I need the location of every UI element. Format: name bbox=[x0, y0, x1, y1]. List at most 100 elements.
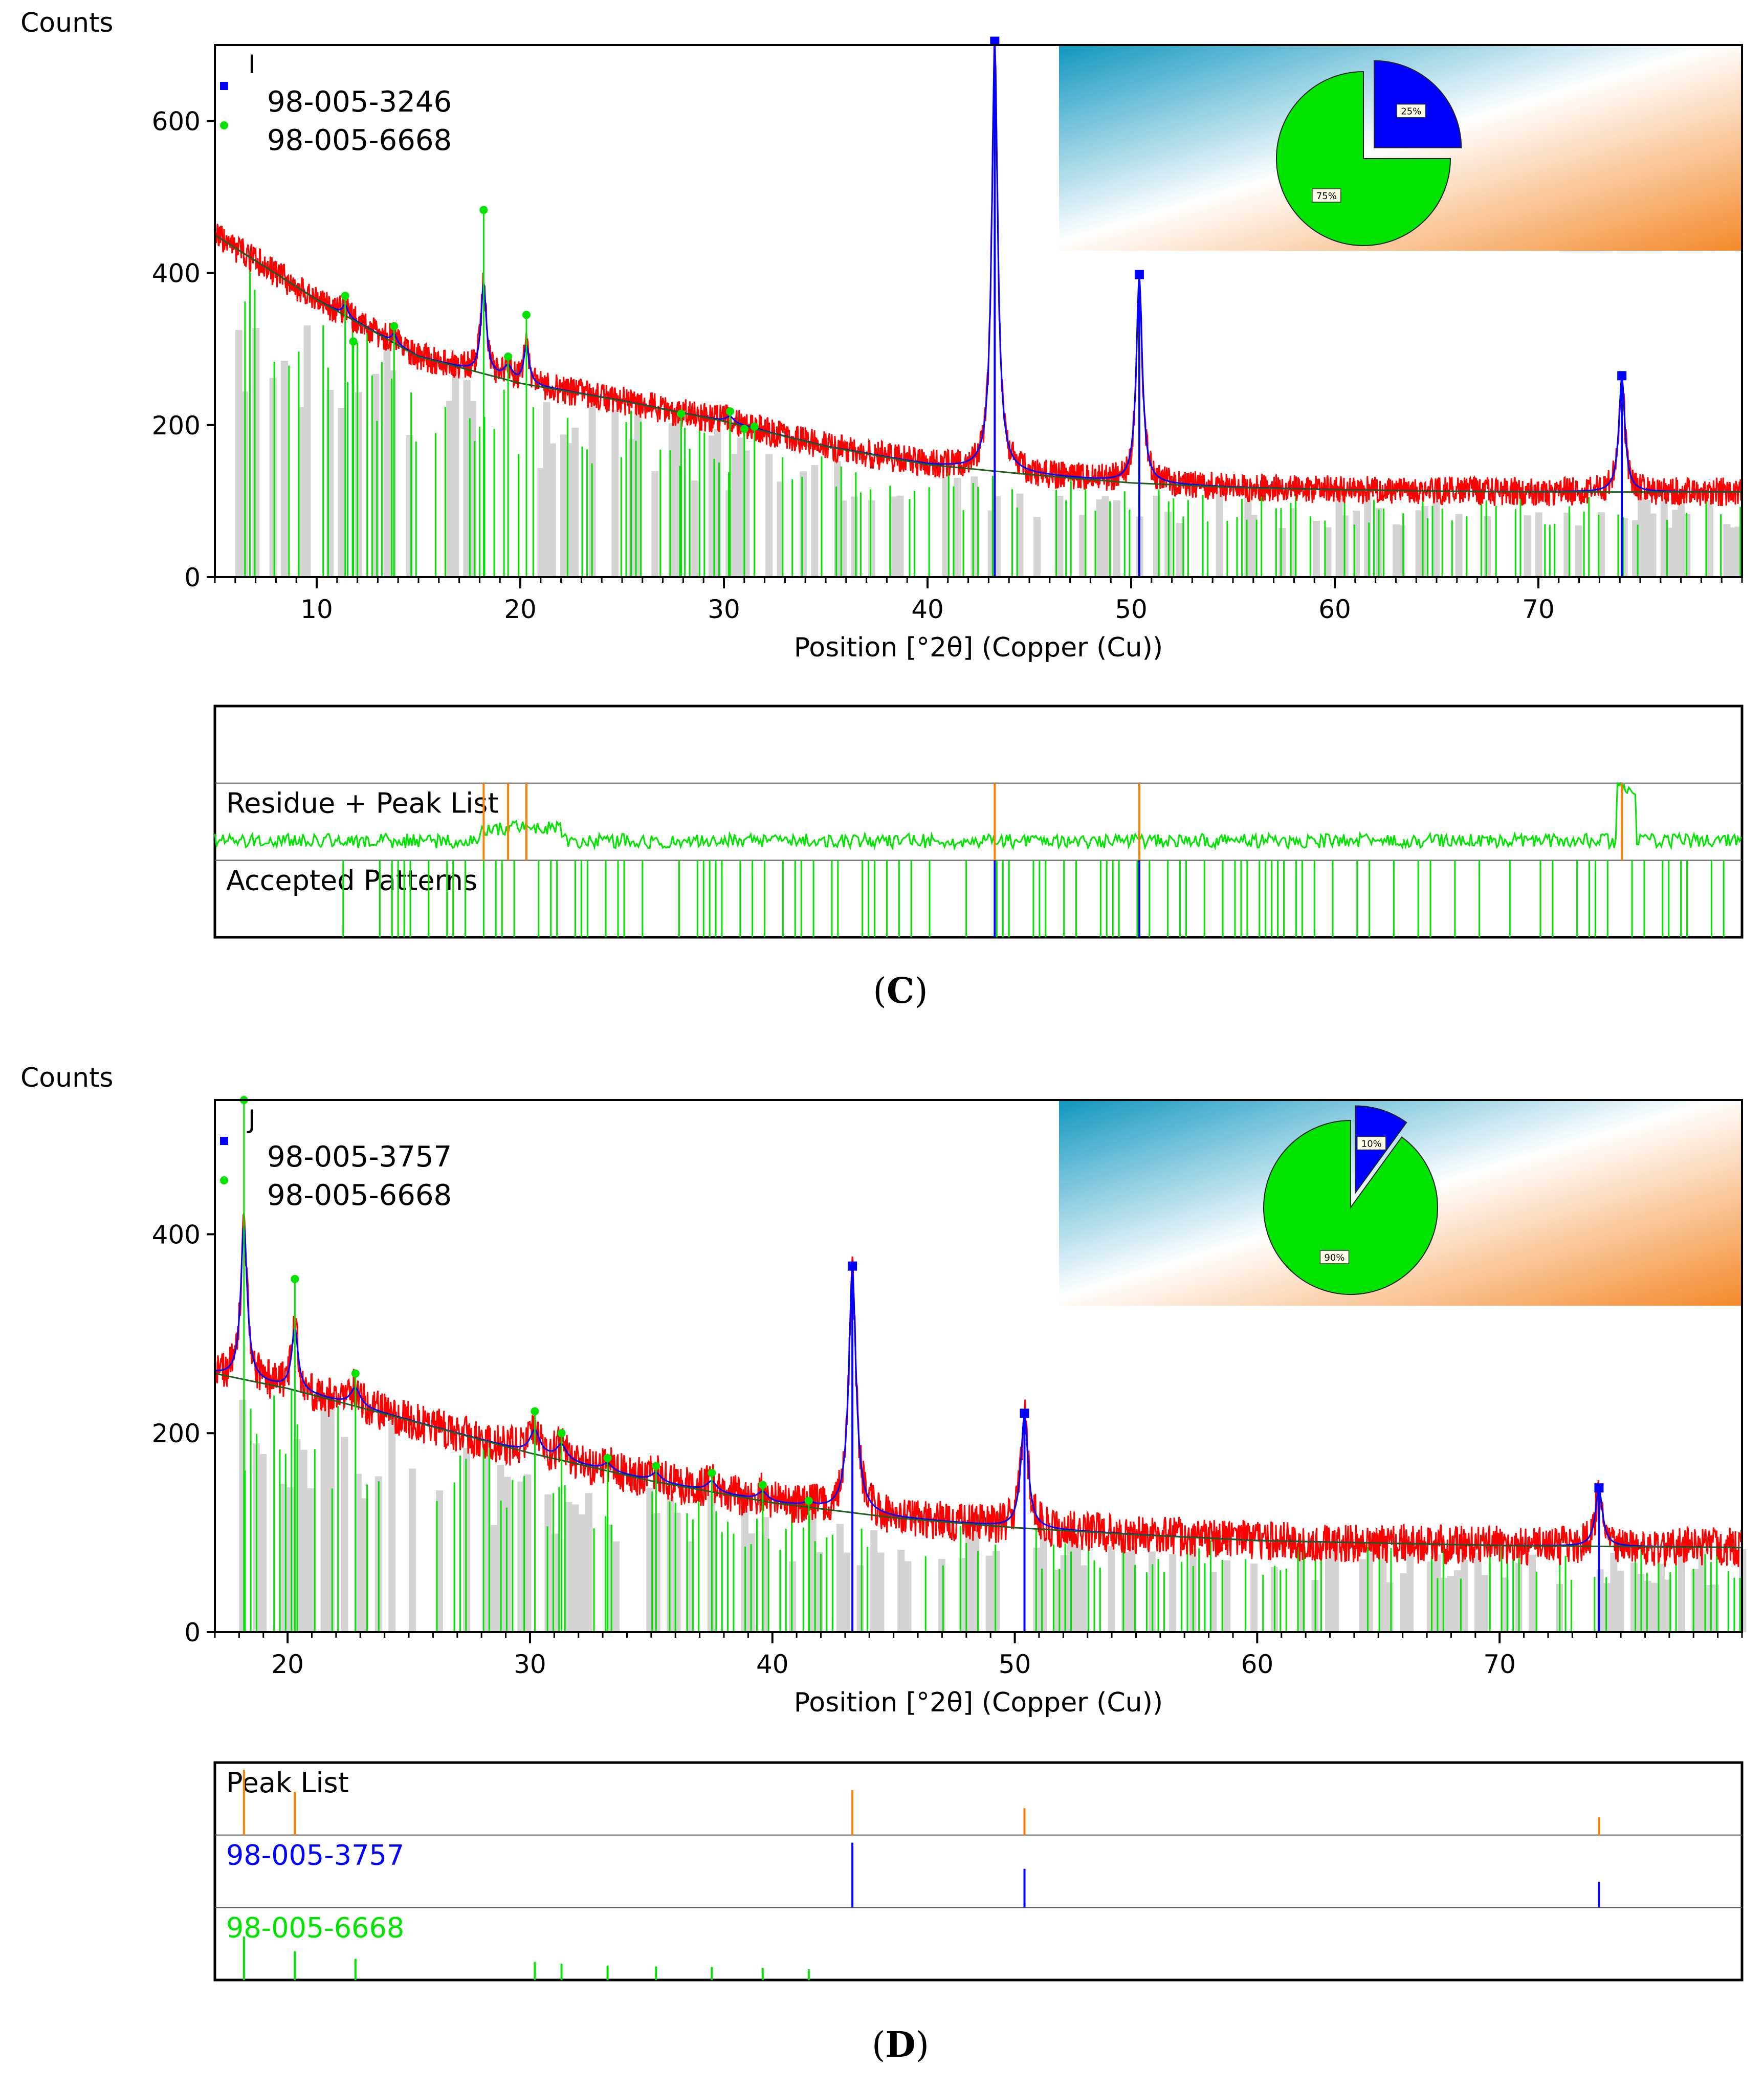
gray-reference-bar bbox=[896, 495, 904, 577]
residue-line bbox=[214, 781, 1742, 851]
gray-reference-bar bbox=[1729, 527, 1736, 577]
y-tick-label: 200 bbox=[152, 1419, 201, 1448]
panel-caption: (C) bbox=[873, 971, 928, 1011]
gray-reference-bar bbox=[1060, 1555, 1068, 1632]
gray-reference-bar bbox=[761, 1517, 769, 1632]
gray-reference-bar bbox=[320, 1405, 328, 1632]
gray-reference-bar bbox=[1461, 1560, 1468, 1632]
gray-reference-bar bbox=[1712, 1585, 1719, 1632]
ref2-peak-marker bbox=[349, 337, 358, 346]
gray-reference-bar bbox=[1723, 524, 1731, 577]
gray-reference-bar bbox=[327, 1400, 335, 1632]
observed-pattern-line bbox=[214, 40, 1743, 507]
y-tick-label: 200 bbox=[152, 411, 201, 441]
gray-reference-bar bbox=[1630, 1563, 1638, 1632]
gray-reference-bar bbox=[877, 1552, 885, 1632]
gray-reference-bar bbox=[1658, 1564, 1665, 1632]
gray-reference-bar bbox=[965, 1532, 973, 1632]
sample-label: J bbox=[247, 1105, 256, 1134]
gray-reference-bar bbox=[1108, 1546, 1115, 1632]
gray-reference-bar bbox=[1074, 1544, 1082, 1632]
gray-reference-bar bbox=[1447, 1576, 1454, 1632]
gray-reference-bar bbox=[1250, 515, 1258, 577]
x-axis-label: Position [°2θ] (Copper (Cu)) bbox=[794, 632, 1163, 663]
gray-reference-bar bbox=[942, 476, 950, 577]
ref1-peak-marker bbox=[1617, 371, 1627, 381]
gray-reference-bar bbox=[560, 434, 568, 577]
gray-reference-bar bbox=[1399, 1573, 1407, 1632]
x-tick-label: 20 bbox=[271, 1649, 304, 1679]
gray-reference-bar bbox=[252, 327, 260, 577]
x-tick-label: 70 bbox=[1483, 1649, 1516, 1679]
legend-label: 98-005-3757 bbox=[267, 1140, 452, 1174]
gray-reference-bar bbox=[811, 465, 819, 577]
pie-label-box bbox=[1357, 1136, 1386, 1151]
y-axis-label: Counts bbox=[20, 8, 114, 38]
gray-reference-bar bbox=[1481, 1575, 1489, 1632]
sub-panel-row-label: Peak List bbox=[226, 1767, 349, 1799]
gray-reference-bar bbox=[1406, 1552, 1414, 1632]
gray-reference-bar bbox=[372, 373, 380, 577]
gray-reference-bar bbox=[259, 1454, 267, 1632]
gray-reference-bar bbox=[737, 437, 744, 577]
gray-reference-bar bbox=[1617, 1571, 1624, 1632]
sub-panel-row-label: 98-005-6668 bbox=[226, 1911, 404, 1944]
gray-reference-bar bbox=[904, 1561, 912, 1632]
ref2-peak-marker bbox=[708, 1468, 716, 1477]
ref2-peak-marker bbox=[522, 311, 531, 319]
gray-reference-bar bbox=[1643, 500, 1651, 577]
legend-marker bbox=[220, 82, 228, 90]
gray-reference-bar bbox=[897, 1550, 905, 1632]
gray-reference-bar bbox=[1223, 1560, 1231, 1632]
gray-reference-bar bbox=[651, 471, 659, 577]
legend-marker bbox=[220, 121, 228, 129]
gray-reference-bar bbox=[338, 408, 345, 577]
gray-reference-bar bbox=[1427, 1561, 1435, 1632]
gray-reference-bar bbox=[1128, 1545, 1136, 1632]
gray-reference-bar bbox=[1040, 1533, 1047, 1632]
gray-reference-bar bbox=[611, 410, 619, 577]
gray-reference-bar bbox=[953, 477, 961, 577]
pie-label-box bbox=[1312, 188, 1341, 203]
gray-reference-bar bbox=[1596, 1569, 1604, 1632]
gray-reference-bar bbox=[280, 360, 288, 577]
gray-reference-bar bbox=[1278, 527, 1286, 577]
gray-reference-bar bbox=[800, 471, 807, 577]
x-tick-label: 60 bbox=[1318, 595, 1351, 624]
gray-reference-bar bbox=[409, 1468, 416, 1632]
chart-panel-D: Counts 10% 90% 0 200 400 20 30 40 50 60 70 Position … bbox=[20, 1063, 1747, 2065]
gray-reference-bar bbox=[565, 1502, 572, 1632]
gray-reference-bar bbox=[1033, 517, 1041, 577]
gray-reference-bar bbox=[612, 1541, 620, 1632]
gray-reference-bar bbox=[1056, 495, 1064, 577]
gray-reference-bar bbox=[1529, 1554, 1536, 1632]
x-tick-label: 60 bbox=[1241, 1649, 1274, 1679]
ref2-peak-marker bbox=[479, 206, 488, 214]
gray-reference-bar bbox=[1209, 1571, 1217, 1632]
sub-panel-frame bbox=[213, 1761, 1744, 1982]
gray-reference-bar bbox=[1096, 499, 1104, 577]
gray-reference-bar bbox=[543, 402, 550, 577]
ref2-peak-marker bbox=[677, 409, 686, 418]
gray-reference-bar bbox=[731, 453, 739, 577]
pie-label-box bbox=[1396, 103, 1426, 118]
gray-reference-bar bbox=[891, 496, 898, 577]
gray-reference-bar bbox=[1101, 496, 1109, 577]
gray-reference-bar bbox=[307, 1488, 315, 1632]
gray-reference-bar bbox=[691, 480, 699, 577]
gray-reference-bar bbox=[537, 468, 545, 577]
gray-reference-bar bbox=[446, 401, 454, 577]
gray-reference-bar bbox=[836, 1524, 844, 1632]
gray-reference-bar bbox=[1666, 527, 1673, 577]
gray-reference-bar bbox=[1698, 1550, 1706, 1632]
panel-caption: (D) bbox=[872, 2025, 929, 2065]
gray-reference-bar bbox=[673, 1512, 681, 1632]
y-tick-label: 400 bbox=[152, 1220, 201, 1249]
gray-reference-bar bbox=[303, 325, 311, 577]
gray-reference-bar bbox=[1113, 500, 1120, 577]
ref2-peak-marker bbox=[291, 1274, 299, 1283]
x-axis-label: Position [°2θ] (Copper (Cu)) bbox=[794, 1687, 1163, 1718]
plot-frame bbox=[214, 44, 1743, 578]
gray-reference-bar bbox=[1650, 1582, 1658, 1632]
ref2-peak-marker bbox=[740, 425, 748, 433]
